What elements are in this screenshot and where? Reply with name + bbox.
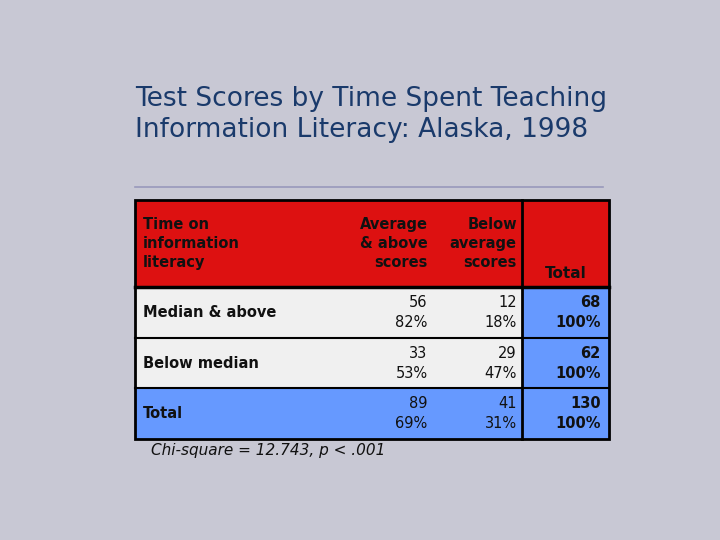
Bar bbox=[135, 200, 609, 287]
Text: Test Scores by Time Spent Teaching
Information Literacy: Alaska, 1998: Test Scores by Time Spent Teaching Infor… bbox=[135, 85, 607, 143]
Text: Average
& above
scores: Average & above scores bbox=[359, 218, 428, 269]
Text: 41
31%: 41 31% bbox=[485, 396, 517, 431]
Bar bbox=[523, 388, 609, 439]
Bar bbox=[135, 388, 523, 439]
Text: Chi-square = 12.743, p < .001: Chi-square = 12.743, p < .001 bbox=[151, 443, 386, 458]
Text: Below median: Below median bbox=[143, 356, 259, 370]
Bar bbox=[135, 338, 523, 388]
Bar bbox=[135, 200, 609, 439]
Text: Total: Total bbox=[545, 266, 587, 281]
Text: 12
18%: 12 18% bbox=[485, 295, 517, 330]
Text: 68
100%: 68 100% bbox=[555, 295, 600, 330]
Bar bbox=[135, 287, 523, 338]
Text: 33
53%: 33 53% bbox=[395, 346, 428, 381]
Bar bbox=[523, 338, 609, 388]
Text: Total: Total bbox=[143, 406, 183, 421]
Text: 29
47%: 29 47% bbox=[485, 346, 517, 381]
Text: 130
100%: 130 100% bbox=[555, 396, 600, 431]
Text: 62
100%: 62 100% bbox=[555, 346, 600, 381]
Text: Time on
information
literacy: Time on information literacy bbox=[143, 218, 240, 269]
Bar bbox=[523, 287, 609, 338]
Text: 89
69%: 89 69% bbox=[395, 396, 428, 431]
Text: 56
82%: 56 82% bbox=[395, 295, 428, 330]
Text: Below
average
scores: Below average scores bbox=[450, 218, 517, 269]
Text: Median & above: Median & above bbox=[143, 305, 276, 320]
